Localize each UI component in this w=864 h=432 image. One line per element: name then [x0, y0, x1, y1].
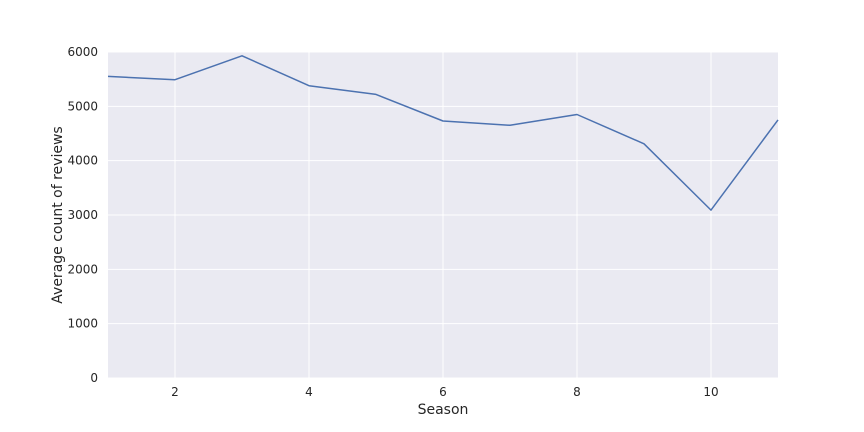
- x-tick-label: 8: [573, 385, 581, 399]
- grid-lines: [108, 51, 778, 379]
- series-line: [107, 55, 779, 211]
- x-tick-label: 6: [439, 385, 447, 399]
- y-tick-label: 5000: [67, 99, 98, 113]
- x-tick-label: 10: [703, 385, 718, 399]
- y-tick-labels: 0 1000 2000 3000 4000 5000 6000: [67, 45, 98, 385]
- y-tick-label: 0: [90, 371, 98, 385]
- y-axis-label: Average count of reviews: [50, 126, 66, 303]
- x-tick-label: 2: [171, 385, 179, 399]
- x-tick-label: 4: [305, 385, 313, 399]
- x-axis-label: Season: [418, 402, 469, 418]
- x-tick-labels: 2 4 6 8 10: [171, 385, 718, 399]
- y-tick-label: 6000: [67, 45, 98, 59]
- y-tick-label: 3000: [67, 208, 98, 222]
- y-tick-label: 4000: [67, 154, 98, 168]
- y-tick-label: 2000: [67, 262, 98, 276]
- y-tick-label: 1000: [67, 317, 98, 331]
- series-group: [107, 55, 779, 211]
